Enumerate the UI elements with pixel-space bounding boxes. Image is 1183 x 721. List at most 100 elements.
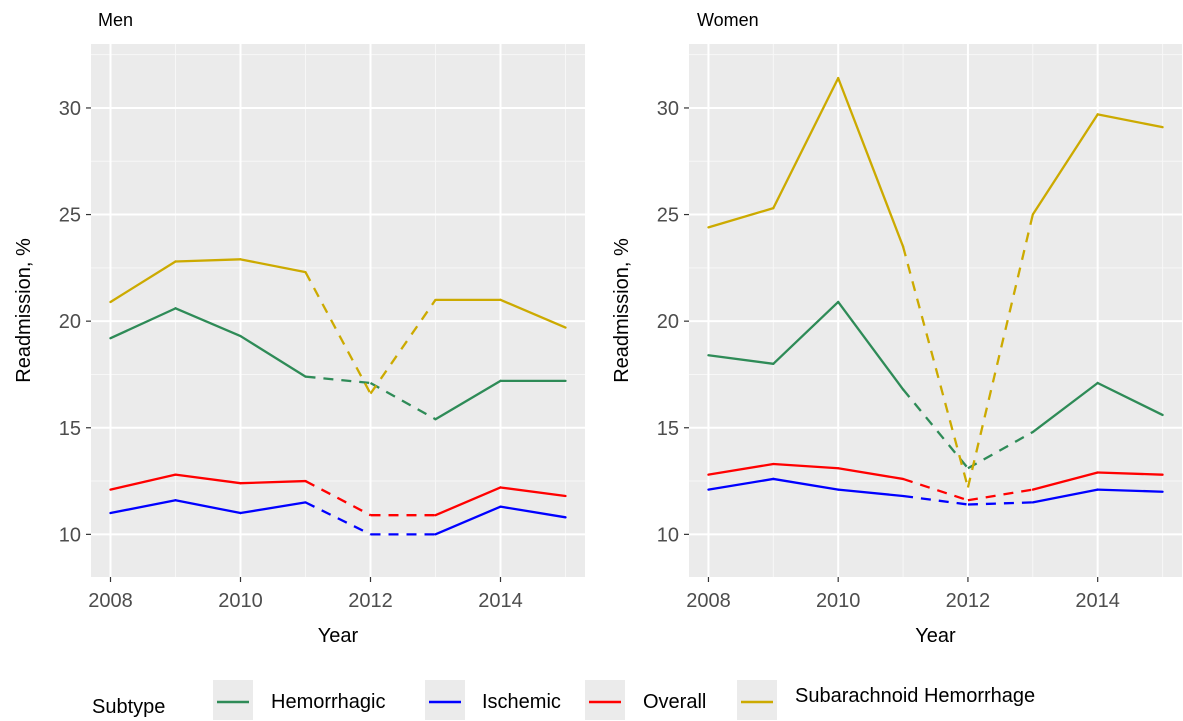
series-segment-ischemic <box>772 477 840 491</box>
y-tick-label: 20 <box>657 311 679 333</box>
x-axis-title: Year <box>915 625 956 647</box>
series-overall <box>707 462 1164 502</box>
series-segment-overall <box>1096 471 1164 476</box>
legend-label-ischemic: Ischemic <box>482 691 561 713</box>
series-segment-hemorrhagic <box>837 300 905 391</box>
series-segment-ischemic <box>967 501 1033 506</box>
legend-entry-ischemic: Ischemic <box>425 680 561 720</box>
x-tick-label: 2008 <box>88 590 133 612</box>
series-segment-ischemic <box>304 501 372 536</box>
series-segment-subarachnoid-hemorrhage <box>901 246 970 488</box>
series-segment-overall <box>902 477 969 502</box>
series-segment-ischemic <box>434 505 502 536</box>
series-segment-hemorrhagic <box>1031 381 1099 434</box>
men-panel: 2008 2010 2012 2014 10 15 20 25 30 Men Year Readmis… <box>13 10 585 647</box>
legend-entry-subarachnoid-hemorrhage: Subarachnoid Hemorrhage <box>737 680 1035 720</box>
x-tick-label: 2010 <box>816 590 861 612</box>
series-segment-overall <box>499 486 567 498</box>
series-segment-subarachnoid-hemorrhage <box>499 298 567 329</box>
legend-key-bg <box>737 680 777 720</box>
series-segment-hemorrhagic <box>174 307 242 338</box>
series-segment-subarachnoid-hemorrhage <box>1096 113 1164 129</box>
series-segment-ischemic <box>174 499 242 515</box>
series-ischemic <box>707 477 1164 506</box>
series-segment-ischemic <box>1031 488 1099 504</box>
series-segment-hemorrhagic <box>109 307 177 340</box>
y-tick-label: 15 <box>657 418 679 440</box>
series-segment-subarachnoid-hemorrhage <box>1031 113 1099 216</box>
series-overall <box>109 473 567 517</box>
series-segment-hemorrhagic <box>369 381 437 421</box>
y-tick-label: 10 <box>59 524 81 546</box>
series-segment-hemorrhagic <box>967 431 1034 470</box>
y-tick-label: 20 <box>59 311 81 333</box>
series-segment-hemorrhagic <box>434 379 502 421</box>
series-segment-overall <box>304 480 372 517</box>
panel-title: Women <box>697 10 759 30</box>
series-segment-subarachnoid-hemorrhage <box>239 258 307 274</box>
series-subarachnoid-hemorrhage <box>109 258 567 395</box>
legend-key-bg <box>425 680 465 720</box>
legend-label-hemorrhagic: Hemorrhagic <box>271 691 385 713</box>
x-tick-label: 2012 <box>348 590 393 612</box>
series-segment-subarachnoid-hemorrhage <box>369 299 437 395</box>
plot-background <box>689 44 1182 577</box>
y-axis-title: Readmission, % <box>611 238 633 383</box>
series-segment-subarachnoid-hemorrhage <box>304 271 372 395</box>
series-ischemic <box>109 499 567 536</box>
y-tick-label: 25 <box>59 205 81 227</box>
series-segment-ischemic <box>1096 488 1164 493</box>
series-segment-overall <box>967 488 1033 502</box>
series-segment-overall <box>434 486 502 517</box>
legend-label-overall: Overall <box>643 691 706 713</box>
y-axis-title: Readmission, % <box>13 238 35 383</box>
series-segment-overall <box>239 479 307 485</box>
y-tick-label: 25 <box>657 205 679 227</box>
panel-title: Men <box>98 10 133 30</box>
x-tick-label: 2014 <box>478 590 523 612</box>
legend-entry-overall: Overall <box>585 680 706 720</box>
legend-entry-hemorrhagic: Hemorrhagic <box>213 680 385 720</box>
legend: Subtype Hemorrhagic Ischemic Overall Sub… <box>92 680 1035 720</box>
x-axis-title: Year <box>318 625 359 647</box>
series-segment-hemorrhagic <box>772 300 840 365</box>
series-segment-ischemic <box>109 499 177 515</box>
series-segment-overall <box>707 462 775 476</box>
legend-key-bg <box>213 680 253 720</box>
series-segment-ischemic <box>499 505 567 519</box>
legend-title: Subtype <box>92 696 165 718</box>
series-segment-ischemic <box>707 477 775 491</box>
series-subarachnoid-hemorrhage <box>707 76 1164 488</box>
series-segment-hemorrhagic <box>707 354 775 365</box>
series-hemorrhagic <box>707 300 1164 470</box>
series-segment-hemorrhagic <box>1096 381 1164 417</box>
series-segment-overall <box>174 473 242 485</box>
y-tick-label: 30 <box>657 98 679 120</box>
series-segment-overall <box>837 467 905 481</box>
x-tick-label: 2008 <box>686 590 731 612</box>
legend-key-bg <box>585 680 625 720</box>
x-tick-label: 2010 <box>218 590 263 612</box>
x-tick-label: 2014 <box>1075 590 1120 612</box>
series-hemorrhagic <box>109 307 567 421</box>
series-segment-subarachnoid-hemorrhage <box>707 207 775 229</box>
legend-label-subarachnoid-hemorrhage: Subarachnoid Hemorrhage <box>795 685 1035 707</box>
series-segment-subarachnoid-hemorrhage <box>109 260 177 304</box>
series-segment-subarachnoid-hemorrhage <box>772 76 840 210</box>
series-segment-hemorrhagic <box>305 375 371 385</box>
series-segment-subarachnoid-hemorrhage <box>174 258 242 263</box>
series-segment-ischemic <box>837 488 905 498</box>
series-segment-ischemic <box>239 501 307 515</box>
series-segment-overall <box>772 462 840 470</box>
y-tick-label: 15 <box>59 418 81 440</box>
x-tick-label: 2012 <box>946 590 991 612</box>
women-panel: 2008 2010 2012 2014 10 15 20 25 30 Women Year Readm… <box>611 10 1182 647</box>
y-tick-label: 10 <box>657 524 679 546</box>
series-segment-ischemic <box>902 494 969 506</box>
series-segment-overall <box>109 473 177 491</box>
series-segment-hemorrhagic <box>239 334 307 378</box>
series-segment-overall <box>1031 471 1099 491</box>
y-tick-label: 30 <box>59 98 81 120</box>
series-segment-subarachnoid-hemorrhage <box>837 76 905 248</box>
